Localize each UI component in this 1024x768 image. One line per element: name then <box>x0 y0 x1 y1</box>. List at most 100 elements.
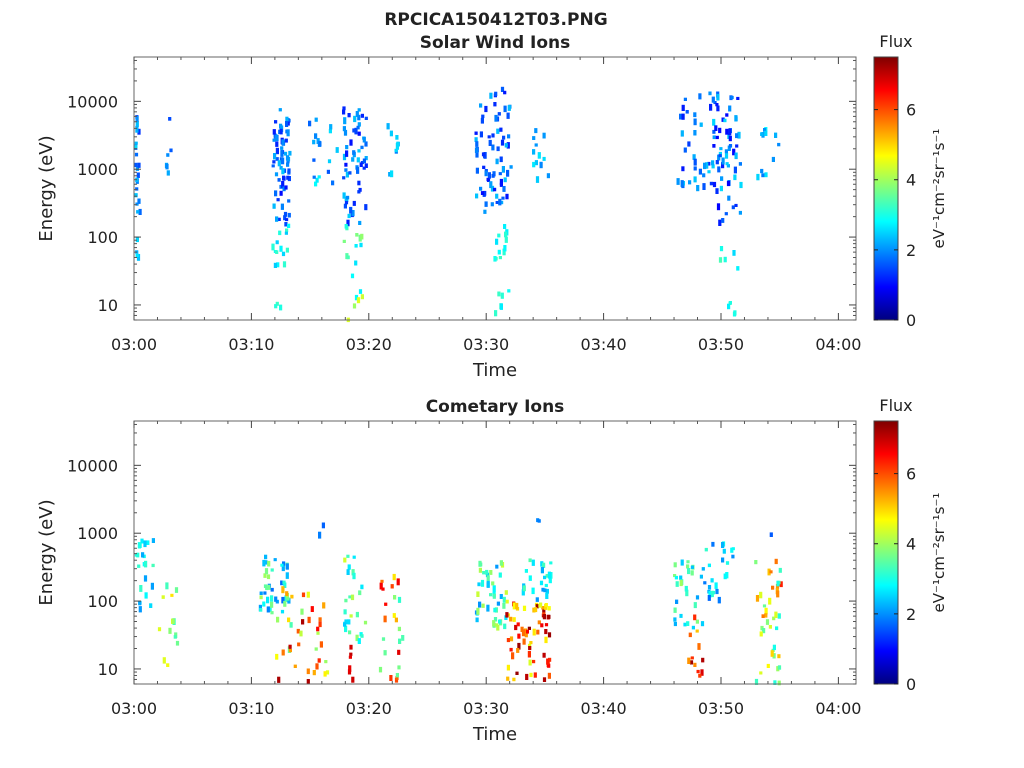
solar-wind-data-cell <box>702 183 706 190</box>
solar-wind-data-cell <box>352 200 356 206</box>
solar-wind-data-cell <box>356 157 360 163</box>
cometary-data-cell <box>511 652 515 660</box>
cometary-data-cell <box>480 579 485 587</box>
solar-wind-panel: Solar Wind Ions 03:00 03:10 03:20 03:30 03:40… <box>36 32 948 381</box>
solar-wind-data-cell <box>714 125 718 131</box>
solar-wind-data-cell <box>712 144 716 148</box>
solar-wind-data-cell <box>287 223 291 228</box>
solar-wind-data-cell <box>724 152 729 159</box>
cometary-data-cell <box>380 579 384 583</box>
solar-wind-data-cell <box>274 120 278 124</box>
cometary-data-cell <box>318 531 322 539</box>
cometary-data-cell <box>540 623 544 628</box>
solar-wind-data-cell <box>542 156 546 161</box>
cometary-data-cell <box>533 672 537 678</box>
solar-wind-data-cell <box>357 131 361 136</box>
cometary-data-cell <box>301 619 305 625</box>
cometary-data-cell <box>539 580 544 586</box>
solar-wind-data-cell <box>498 256 502 260</box>
cometary-data-cell <box>306 679 310 685</box>
cometary-data-cell <box>515 602 519 610</box>
solar-wind-data-cell <box>166 170 170 176</box>
cometary-data-cell <box>538 603 542 608</box>
solar-wind-data-cell <box>344 162 348 167</box>
cometary-x-tick-label: 03:20 <box>346 699 392 718</box>
cometary-data-cell <box>524 628 528 634</box>
solar-wind-data-cell <box>134 152 139 157</box>
solar-wind-data-cell <box>692 154 696 160</box>
solar-wind-data-cell <box>480 191 485 195</box>
cometary-data-cell <box>693 662 697 667</box>
solar-wind-data-cell <box>343 117 347 125</box>
solar-wind-data-cell <box>717 166 721 173</box>
cometary-data-cell <box>771 585 775 590</box>
solar-wind-data-cell <box>495 193 499 199</box>
solar-wind-data-cell <box>275 301 279 306</box>
solar-wind-data-cell <box>364 204 368 211</box>
solar-wind-data-cell <box>504 231 508 238</box>
cometary-data-cell <box>395 673 399 678</box>
cometary-x-tick-label: 03:00 <box>111 699 157 718</box>
solar-wind-data-cell <box>712 118 716 126</box>
cometary-data-cell <box>544 636 548 644</box>
cometary-data-cell <box>393 595 397 600</box>
cometary-data-cell <box>263 591 267 595</box>
solar-wind-data-cell <box>271 164 275 168</box>
cometary-data-cell <box>498 572 502 578</box>
solar-wind-data-cell <box>491 133 495 138</box>
cometary-data-cell <box>761 614 765 618</box>
solar-wind-data-cell <box>279 304 283 311</box>
cometary-data-cell <box>532 628 536 636</box>
solar-wind-data-cell <box>286 175 290 180</box>
solar-wind-data-cell <box>532 136 536 140</box>
cometary-data-cell <box>381 587 385 591</box>
cometary-data-cell <box>547 606 551 611</box>
solar-wind-data-cell <box>364 141 368 147</box>
solar-wind-data-cell <box>135 125 139 133</box>
cometary-data-cell <box>293 664 297 668</box>
solar-wind-data-cell <box>342 126 346 132</box>
cometary-data-cell <box>138 543 142 548</box>
solar-wind-data-cell <box>169 148 173 153</box>
cometary-data-cell <box>710 590 714 598</box>
solar-wind-data-cell <box>735 144 739 148</box>
solar-wind-data-cell <box>707 161 711 166</box>
cometary-data-cell <box>532 607 536 613</box>
cometary-data-cell <box>496 601 500 606</box>
solar-wind-data-cell <box>342 239 346 243</box>
solar-wind-data-cell <box>713 101 717 105</box>
cometary-data-cell <box>699 574 703 579</box>
cometary-x-tick-label: 03:30 <box>463 699 509 718</box>
solar-wind-data-cell <box>345 145 349 150</box>
solar-wind-data-cell <box>693 130 697 136</box>
solar-wind-data-cell <box>534 143 538 147</box>
solar-wind-data-cell <box>733 310 737 316</box>
solar-wind-data-cell <box>285 121 289 127</box>
solar-wind-data-cell <box>680 180 684 187</box>
solar-wind-data-cell <box>283 211 288 217</box>
solar-wind-colorbar-tick-label: 0 <box>906 311 916 330</box>
cometary-data-cell <box>674 575 678 580</box>
solar-wind-data-cell <box>362 136 366 143</box>
cometary-data-cell <box>492 593 496 599</box>
cometary-colorbar <box>873 420 899 685</box>
solar-wind-data-cell <box>507 289 511 293</box>
cometary-data-cell <box>264 568 269 575</box>
cometary-data-cell <box>542 562 546 568</box>
cometary-data-cell <box>394 617 398 623</box>
cometary-data-cell <box>170 593 174 597</box>
solar-wind-data-cell <box>503 105 507 113</box>
solar-wind-data-cell <box>487 135 491 139</box>
cometary-data-cell <box>397 626 401 632</box>
solar-wind-data-cell <box>500 139 505 146</box>
cometary-data-cell <box>528 575 532 581</box>
solar-wind-data-cell <box>498 198 502 206</box>
solar-wind-data-cell <box>275 141 279 147</box>
cometary-data-cell <box>690 565 694 569</box>
cometary-data-cell <box>143 540 147 548</box>
solar-wind-data-cell <box>535 176 540 183</box>
cometary-data-cell <box>349 614 353 618</box>
solar-wind-data-cell <box>506 112 510 119</box>
solar-wind-x-tick-label: 03:40 <box>581 335 627 354</box>
cometary-data-cell <box>281 596 285 604</box>
